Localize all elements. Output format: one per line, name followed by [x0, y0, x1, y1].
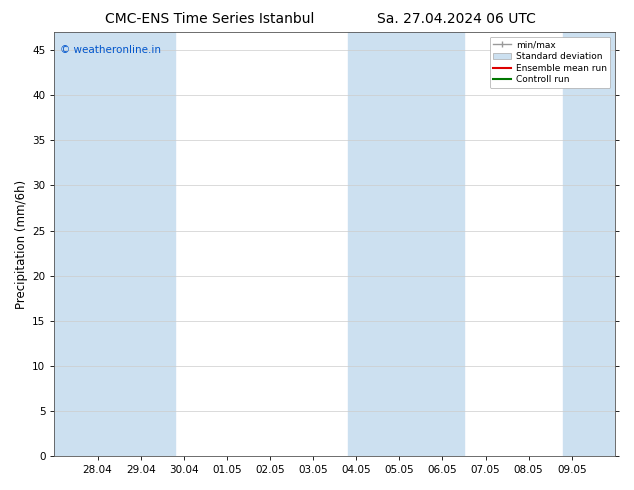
Y-axis label: Precipitation (mm/6h): Precipitation (mm/6h) — [15, 179, 28, 309]
Text: © weatheronline.in: © weatheronline.in — [60, 45, 161, 55]
Text: Sa. 27.04.2024 06 UTC: Sa. 27.04.2024 06 UTC — [377, 12, 536, 26]
Bar — [347, 32, 408, 456]
Legend: min/max, Standard deviation, Ensemble mean run, Controll run: min/max, Standard deviation, Ensemble me… — [489, 37, 611, 88]
Bar — [404, 32, 464, 456]
Bar — [563, 32, 615, 456]
Bar — [119, 32, 175, 456]
Bar — [55, 32, 119, 456]
Text: CMC-ENS Time Series Istanbul: CMC-ENS Time Series Istanbul — [105, 12, 314, 26]
